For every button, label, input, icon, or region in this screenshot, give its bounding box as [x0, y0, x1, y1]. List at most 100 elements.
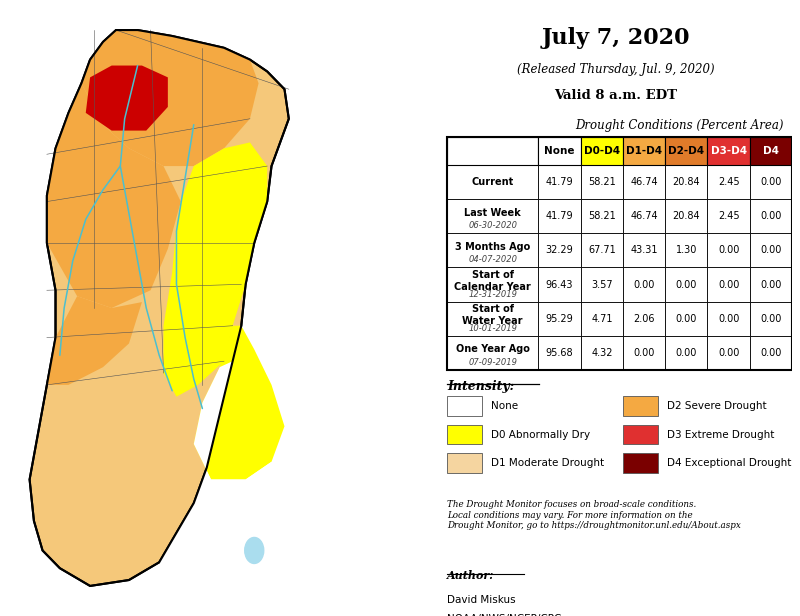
- Bar: [447, 137, 792, 370]
- Text: One Year Ago: One Year Ago: [456, 344, 530, 354]
- Text: 0.00: 0.00: [760, 314, 782, 324]
- Text: 0.00: 0.00: [676, 280, 697, 290]
- Text: 58.21: 58.21: [588, 177, 616, 187]
- Bar: [623, 233, 666, 267]
- Text: 0.00: 0.00: [760, 280, 782, 290]
- Bar: [581, 233, 623, 267]
- Text: D3 Extreme Drought: D3 Extreme Drought: [667, 429, 774, 440]
- Polygon shape: [47, 83, 181, 308]
- Text: 0.00: 0.00: [718, 245, 739, 256]
- Text: 95.29: 95.29: [546, 314, 574, 324]
- Bar: [447, 137, 538, 165]
- Text: (Released Thursday, Jul. 9, 2020): (Released Thursday, Jul. 9, 2020): [517, 63, 715, 76]
- Text: 32.29: 32.29: [546, 245, 574, 256]
- Bar: [666, 137, 707, 165]
- Bar: [623, 397, 658, 416]
- Text: 0.00: 0.00: [760, 211, 782, 221]
- Bar: [750, 336, 792, 370]
- Text: 2.06: 2.06: [634, 314, 655, 324]
- Bar: [538, 267, 581, 302]
- Text: 46.74: 46.74: [630, 211, 658, 221]
- Text: D2 Severe Drought: D2 Severe Drought: [667, 401, 766, 411]
- Text: 0.00: 0.00: [760, 177, 782, 187]
- Bar: [623, 199, 666, 233]
- Bar: [623, 453, 658, 472]
- Text: D1 Moderate Drought: D1 Moderate Drought: [491, 458, 604, 468]
- Text: The Drought Monitor focuses on broad-scale conditions.
Local conditions may vary: The Drought Monitor focuses on broad-sca…: [447, 500, 741, 530]
- Text: D4: D4: [763, 146, 779, 156]
- Text: David Miskus: David Miskus: [447, 595, 516, 605]
- Point: [442, 380, 452, 387]
- Text: Last Week: Last Week: [464, 208, 521, 217]
- Bar: [447, 336, 538, 370]
- Polygon shape: [30, 30, 289, 586]
- Text: 20.84: 20.84: [673, 211, 700, 221]
- Text: 0.00: 0.00: [634, 280, 654, 290]
- Bar: [581, 302, 623, 336]
- Bar: [447, 425, 482, 444]
- Bar: [447, 397, 482, 416]
- Bar: [581, 199, 623, 233]
- Text: July 7, 2020: July 7, 2020: [542, 27, 690, 49]
- Polygon shape: [163, 142, 267, 397]
- Text: 3.57: 3.57: [591, 280, 613, 290]
- Text: 4.71: 4.71: [591, 314, 613, 324]
- Polygon shape: [82, 30, 258, 166]
- Text: 41.79: 41.79: [546, 211, 574, 221]
- Polygon shape: [194, 326, 285, 479]
- Text: 58.21: 58.21: [588, 211, 616, 221]
- Bar: [581, 165, 623, 199]
- Text: None: None: [491, 401, 518, 411]
- Bar: [623, 425, 658, 444]
- Bar: [707, 233, 750, 267]
- Bar: [707, 137, 750, 165]
- Text: Drought Conditions (Percent Area): Drought Conditions (Percent Area): [575, 119, 784, 132]
- Polygon shape: [159, 361, 289, 580]
- Text: 2.45: 2.45: [718, 177, 739, 187]
- Text: 0.00: 0.00: [718, 280, 739, 290]
- Text: Intensity:: Intensity:: [447, 380, 514, 393]
- Text: Current: Current: [472, 177, 514, 187]
- Point: [520, 570, 530, 578]
- Bar: [538, 336, 581, 370]
- Text: 96.43: 96.43: [546, 280, 574, 290]
- Text: 0.00: 0.00: [718, 348, 739, 358]
- Bar: [447, 267, 538, 302]
- Bar: [581, 336, 623, 370]
- Text: 0.00: 0.00: [634, 348, 654, 358]
- Bar: [447, 199, 538, 233]
- Text: 43.31: 43.31: [630, 245, 658, 256]
- Bar: [750, 302, 792, 336]
- Polygon shape: [47, 296, 142, 385]
- Bar: [707, 302, 750, 336]
- Text: 0.00: 0.00: [676, 314, 697, 324]
- Bar: [707, 267, 750, 302]
- Text: 46.74: 46.74: [630, 177, 658, 187]
- Bar: [666, 199, 707, 233]
- Text: 0.00: 0.00: [718, 314, 739, 324]
- Bar: [538, 233, 581, 267]
- Text: 06-30-2020: 06-30-2020: [468, 221, 518, 230]
- Text: 04-07-2020: 04-07-2020: [468, 256, 518, 264]
- Bar: [447, 302, 538, 336]
- Text: 07-09-2019: 07-09-2019: [468, 358, 518, 367]
- Text: D3-D4: D3-D4: [710, 146, 746, 156]
- Text: 4.32: 4.32: [591, 348, 613, 358]
- Text: D0-D4: D0-D4: [584, 146, 620, 156]
- Bar: [538, 199, 581, 233]
- Bar: [707, 336, 750, 370]
- Bar: [750, 165, 792, 199]
- Text: D2-D4: D2-D4: [668, 146, 705, 156]
- Circle shape: [245, 537, 264, 564]
- Text: 12-31-2019: 12-31-2019: [468, 290, 518, 299]
- Text: None: None: [544, 146, 575, 156]
- Point: [442, 570, 452, 578]
- Text: 0.00: 0.00: [760, 348, 782, 358]
- Text: Start of
Calendar Year: Start of Calendar Year: [454, 270, 531, 292]
- Text: D0 Abnormally Dry: D0 Abnormally Dry: [491, 429, 590, 440]
- Text: 0.00: 0.00: [760, 245, 782, 256]
- Bar: [581, 137, 623, 165]
- Bar: [666, 267, 707, 302]
- Text: 95.68: 95.68: [546, 348, 574, 358]
- Bar: [447, 165, 538, 199]
